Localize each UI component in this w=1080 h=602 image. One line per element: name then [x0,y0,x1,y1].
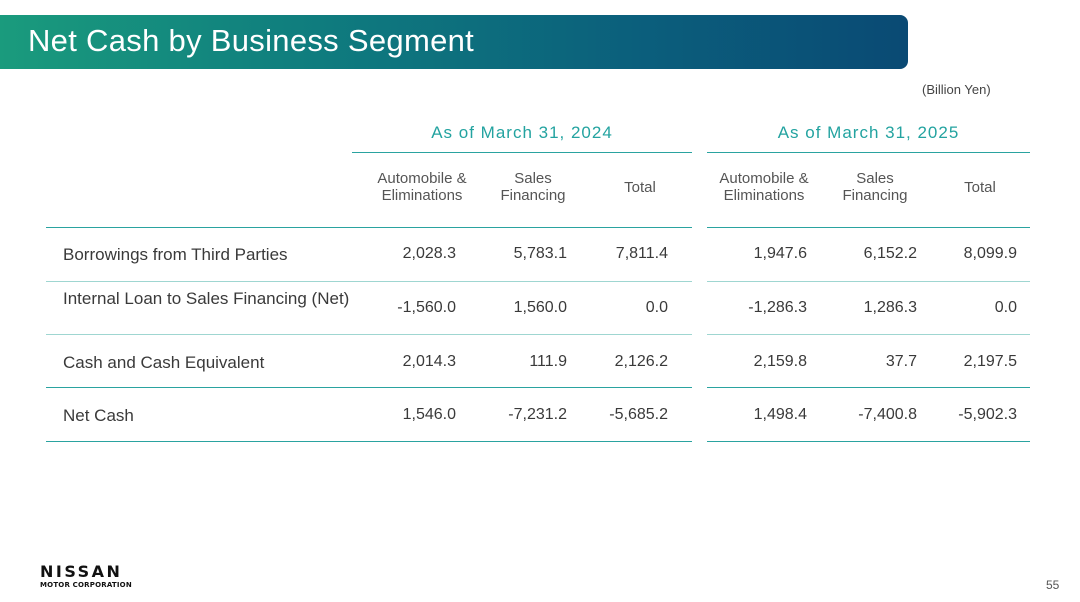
table-cell: 1,498.4 [753,406,807,423]
table-cell: -7,231.2 [508,406,567,423]
row-label-cash: Cash and Cash Equivalent [63,353,265,372]
table-cell: 0.0 [645,299,668,316]
table-cell: 1,560.0 [513,299,567,316]
period-header-2024: As of March 31, 2024 [352,122,692,153]
table-cell: 2,159.8 [753,353,807,370]
row-divider-strong [46,387,692,388]
table-cell: 2,197.5 [963,353,1017,370]
table-cell: 8,099.9 [963,245,1017,262]
table-cell: 2,126.2 [614,353,668,370]
col-header-total-2025: Total [964,179,996,196]
table-bottom-border [707,441,1030,442]
nissan-logo: NISSAN MOTOR CORPORATION [40,562,132,590]
header-divider-right [707,227,1030,228]
table-cell: 7,811.4 [615,245,668,262]
row-divider [46,281,692,282]
col-header-auto-2025: Automobile & Eliminations [719,170,809,204]
page-number: 55 [1046,578,1060,592]
title-banner: Net Cash by Business Segment [0,15,908,69]
period-header-2025: As of March 31, 2025 [707,122,1030,153]
col-header-sales-2024: Sales Financing [500,170,566,204]
col-header-sales-2025: Sales Financing [842,170,908,204]
table-cell: 1,546.0 [402,406,456,423]
table-cell: 5,783.1 [513,245,567,262]
table-cell: -1,560.0 [397,299,456,316]
header-divider-left [46,227,692,228]
table-cell: 2,028.3 [402,245,456,262]
table-cell: -5,685.2 [609,406,668,423]
row-label-net-cash: Net Cash [63,406,134,425]
row-label-internal-loan: Internal Loan to Sales Financing (Net) [63,289,350,308]
table-cell: 0.0 [994,299,1017,316]
table-cell: -5,902.3 [958,406,1017,423]
table-cell: 1,947.6 [753,245,807,262]
col-header-auto-2024: Automobile & Eliminations [377,170,467,204]
unit-label: (Billion Yen) [922,82,991,97]
row-divider [46,334,692,335]
table-cell: 6,152.2 [863,245,917,262]
table-cell: 1,286.3 [863,299,917,316]
logo-wordmark: NISSAN [40,562,123,581]
table-cell: -7,400.8 [858,406,917,423]
table-bottom-border [46,441,692,442]
col-header-total-2024: Total [624,179,656,196]
row-divider [707,281,1030,282]
table-cell: 37.7 [885,353,917,370]
logo-subtitle: MOTOR CORPORATION [40,581,132,589]
row-divider [707,334,1030,335]
table-cell: 2,014.3 [402,353,456,370]
row-label-borrowings: Borrowings from Third Parties [63,245,288,264]
table-cell: 111.9 [529,353,567,370]
page-title: Net Cash by Business Segment [28,23,475,58]
row-divider-strong [707,387,1030,388]
table-cell: -1,286.3 [748,299,807,316]
